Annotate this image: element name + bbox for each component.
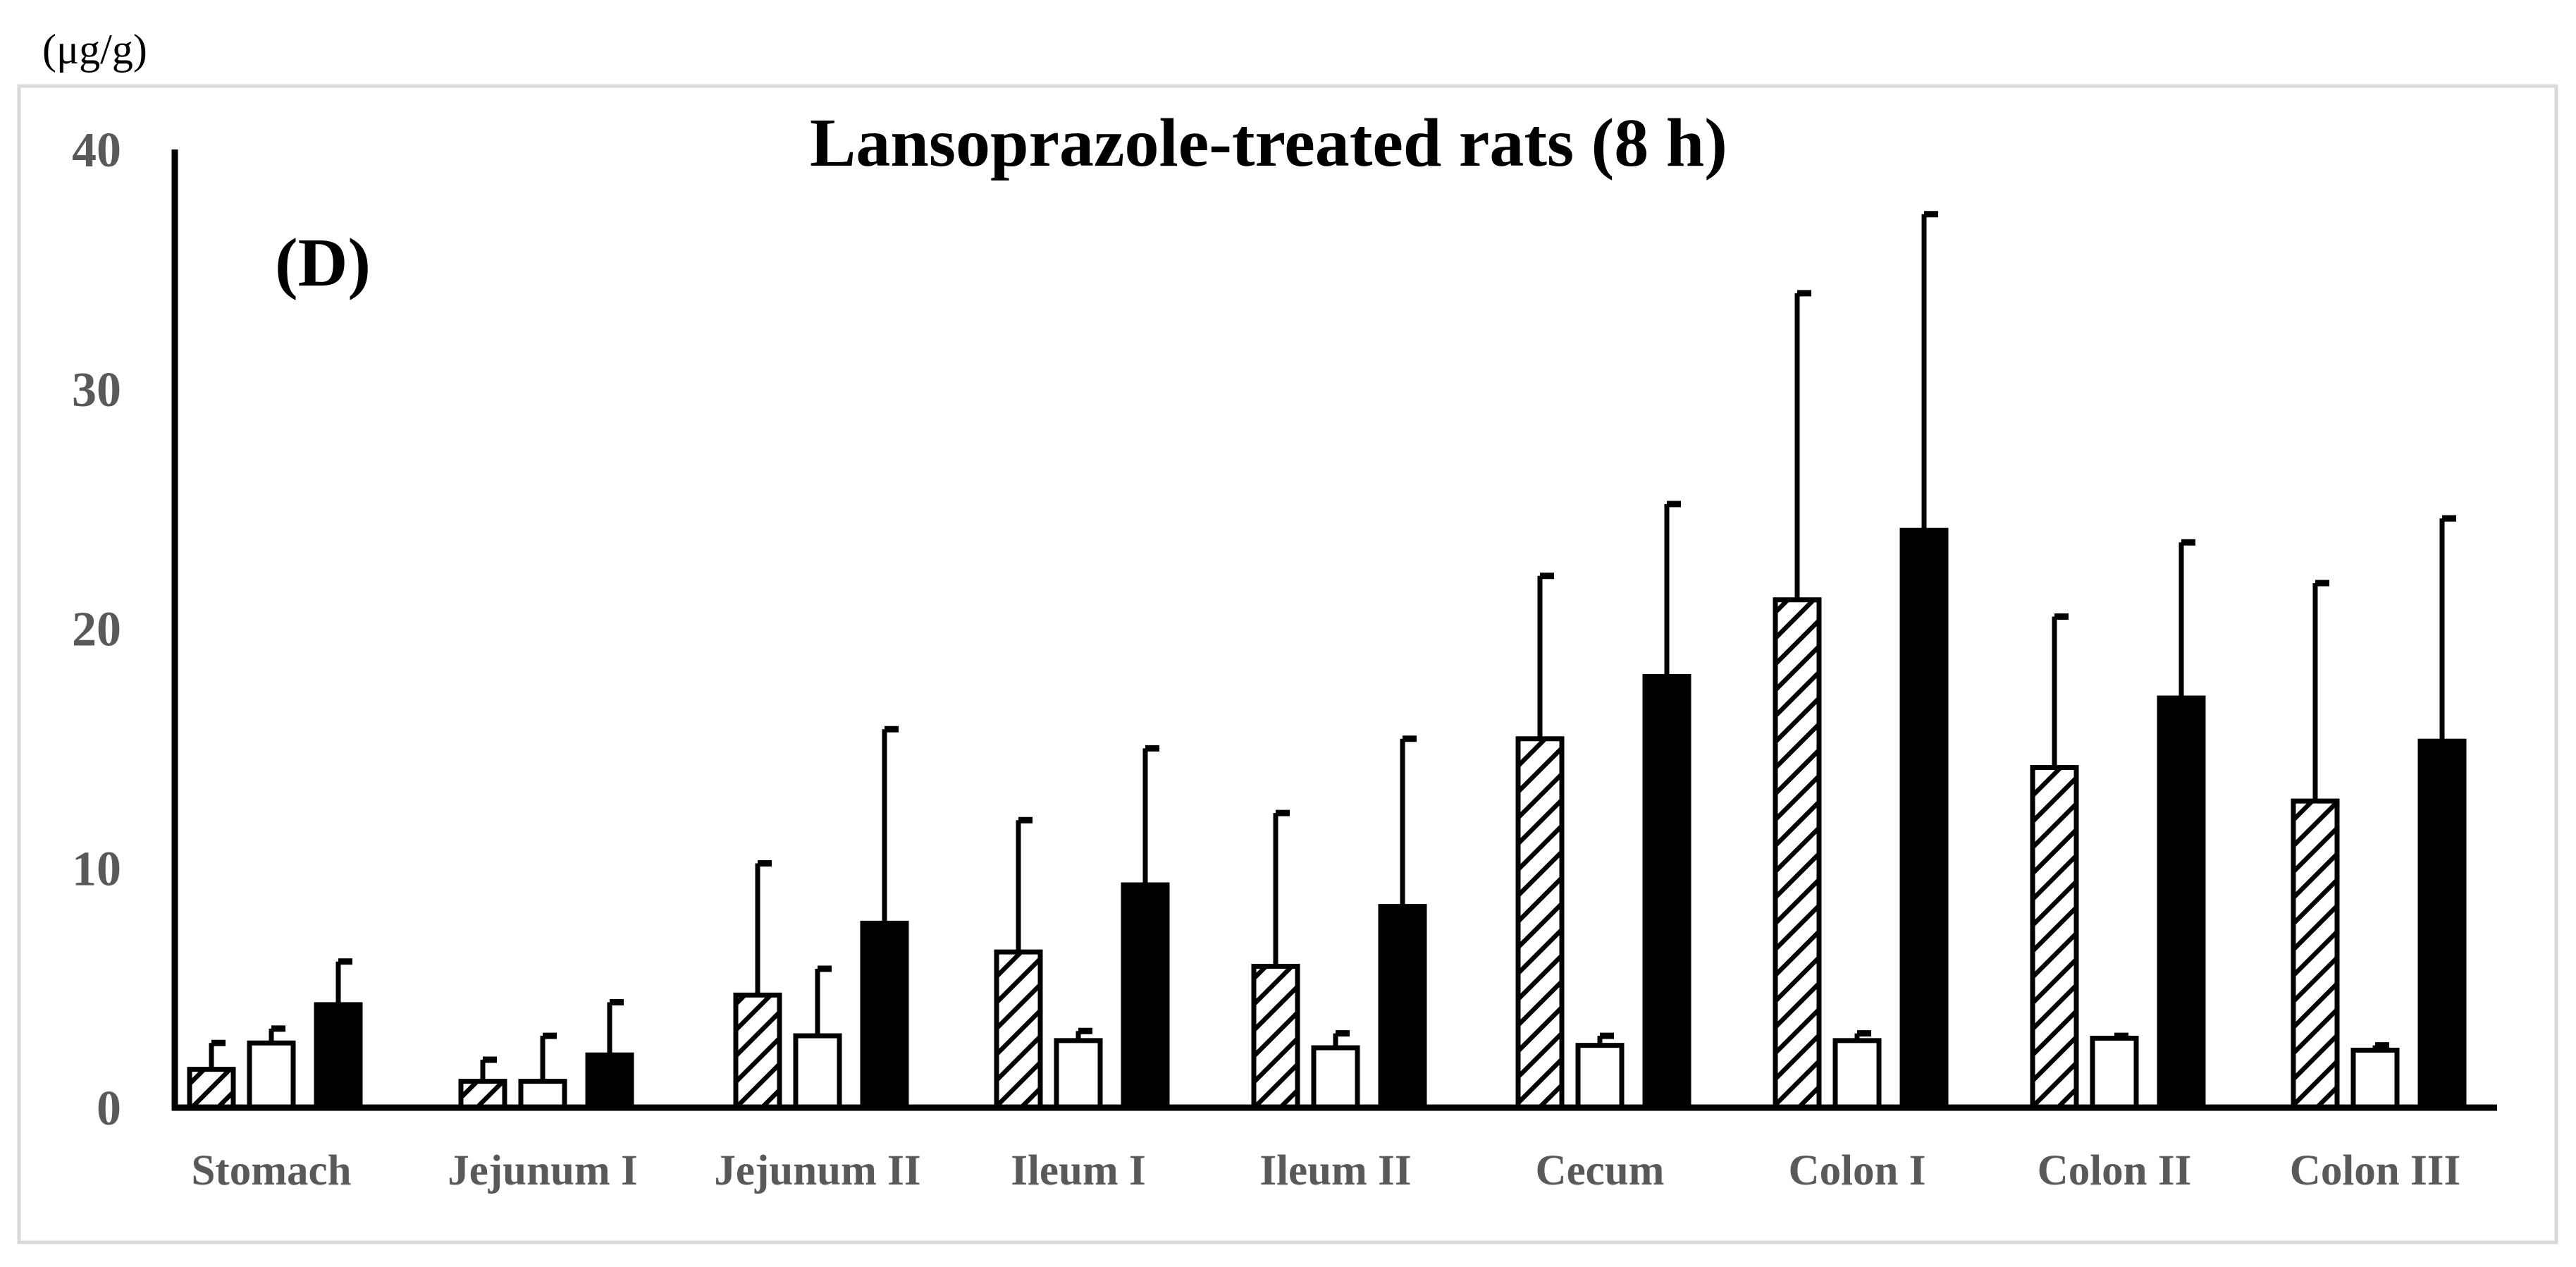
y-tick-label: 20 [72,603,121,657]
bar-hatched-8 [2291,798,2340,1110]
bar-solid-2 [860,920,909,1110]
chart-title: Lansoprazole-treated rats (8 h) [810,105,1727,181]
error-bar-hatched-3 [1016,816,1033,953]
panel-label: (D) [275,225,371,301]
bar-open-7 [2090,1035,2139,1110]
error-bar-hatched-7 [2052,613,2069,768]
error-bar-open-3 [1076,1027,1092,1041]
error-bar-solid-6 [1921,211,1938,531]
error-bar-hatched-8 [2312,580,2329,802]
y-tick-label: 10 [72,842,121,896]
bar-hatched-4 [1251,964,1300,1110]
bar-hatched-3 [994,949,1043,1110]
error-bar-solid-4 [1400,735,1417,907]
error-bar-open-1 [540,1032,557,1082]
error-bar-hatched-1 [480,1056,497,1082]
y-axis-ticks: 0 10 20 30 40 [72,123,121,1136]
error-bar-open-6 [1854,1030,1871,1041]
x-tick-label: Colon II [2038,1147,2192,1194]
bar-open-1 [518,1079,567,1110]
bar-open-6 [1832,1038,1882,1110]
bar-solid-0 [314,1002,363,1110]
error-bar-hatched-0 [209,1039,226,1070]
bar-open-5 [1575,1043,1625,1110]
bar-open-3 [1054,1038,1103,1110]
bar-solid-3 [1121,882,1170,1110]
bar-hatched-0 [187,1067,236,1110]
error-bars [209,211,2456,1082]
error-bar-hatched-5 [1537,573,1554,739]
bar-open-8 [2350,1047,2400,1110]
error-bar-open-8 [2372,1042,2389,1051]
bar-open-0 [247,1040,296,1110]
error-bar-open-4 [1333,1030,1350,1048]
y-tick-label: 30 [72,363,121,417]
bar-hatched-2 [733,992,782,1110]
bar-solid-5 [1642,673,1691,1110]
x-tick-label: Jejunum I [448,1147,637,1194]
error-bar-hatched-4 [1273,809,1290,967]
error-bar-solid-2 [882,726,899,924]
error-bar-hatched-2 [755,859,772,996]
bar-solid-7 [2157,695,2206,1110]
bar-solid-4 [1378,904,1427,1110]
x-tick-label: Colon I [1789,1147,1926,1194]
error-bar-open-0 [269,1025,285,1043]
x-tick-label: Stomach [191,1147,351,1194]
bar-open-4 [1311,1045,1360,1110]
error-bar-hatched-6 [1794,290,1811,600]
error-bar-open-2 [815,965,832,1036]
error-bar-solid-0 [335,958,352,1005]
error-bar-solid-3 [1142,745,1159,886]
y-tick-label: 0 [97,1082,121,1136]
bar-solid-1 [585,1052,634,1110]
bar-open-2 [793,1033,842,1110]
y-tick-label: 40 [72,123,121,178]
error-bar-open-7 [2112,1032,2128,1039]
error-bar-solid-5 [1664,501,1681,677]
error-bar-solid-7 [2178,539,2195,699]
bar-solid-8 [2417,738,2467,1110]
x-tick-label: Ileum II [1259,1147,1411,1194]
error-bar-open-5 [1597,1032,1614,1046]
error-bar-solid-8 [2439,515,2456,742]
x-tick-label: Colon III [2290,1147,2460,1194]
x-tick-label: Cecum [1536,1147,1665,1194]
bar-hatched-5 [1515,736,1565,1110]
bar-hatched-7 [2030,765,2079,1110]
x-tick-label: Jejunum II [714,1147,920,1194]
bar-hatched-6 [1773,597,1822,1110]
y-unit-label: (μg/g) [42,26,147,73]
x-tick-label: Ileum I [1011,1147,1146,1194]
x-axis-ticks: Stomach Jejunum I Jejunum II Ileum I Ileum I… [191,1147,2460,1194]
error-bar-solid-1 [607,999,624,1055]
bar-solid-6 [1899,527,1949,1110]
bar-hatched-1 [458,1079,507,1110]
